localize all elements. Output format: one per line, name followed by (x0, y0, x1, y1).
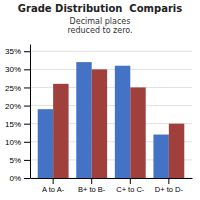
plot: 0% 5% 10% 15% 20% 25% 30% 35% A to A- B+ to B- C+ … (5, 45, 193, 195)
grid-line (30, 51, 192, 52)
y-tick: 15% (5, 120, 30, 129)
y-tick-label: 15% (5, 120, 21, 129)
y-tick-mark (24, 142, 30, 143)
x-tick: B+ to B- (78, 178, 106, 194)
bar (115, 66, 130, 178)
x-tick-label: C+ to C- (116, 185, 145, 194)
annotation-line: reduced to zero. (67, 26, 132, 35)
y-tick-mark (24, 51, 30, 52)
bar (92, 69, 107, 178)
bar (76, 62, 91, 178)
grid-line (30, 69, 192, 70)
bar (38, 109, 53, 178)
bar (169, 124, 184, 178)
y-tick: 20% (5, 102, 30, 111)
y-tick-label: 30% (5, 65, 21, 74)
x-tick: C+ to C- (116, 178, 145, 194)
x-tick: A to A- (42, 178, 65, 194)
y-tick-mark (24, 160, 30, 161)
y-axis: 0% 5% 10% 15% 20% 25% 30% 35% (5, 45, 31, 184)
title: Grade Distribution Comparis (18, 3, 182, 14)
y-tick-label: 0% (9, 174, 21, 183)
chart: Grade Distribution Comparis Decimal place… (0, 0, 200, 200)
bar (53, 84, 68, 178)
x-axis: A to A- B+ to B- C+ to C- D+ to D- (31, 178, 193, 194)
grid (30, 51, 192, 178)
bar (153, 135, 168, 178)
y-tick-label: 35% (5, 47, 21, 56)
series (53, 69, 184, 178)
y-tick-mark (24, 178, 30, 179)
x-tick: D+ to D- (155, 178, 184, 194)
x-tick-label: D+ to D- (155, 185, 184, 194)
y-tick: 25% (5, 84, 30, 93)
bar (130, 87, 145, 178)
x-tick-mark (130, 178, 131, 184)
y-tick: 10% (5, 138, 30, 147)
y-tick: 35% (5, 47, 30, 56)
annotation-line: Decimal places (70, 17, 131, 26)
y-tick-label: 25% (5, 84, 21, 93)
y-tick: 30% (5, 65, 30, 74)
y-tick-mark (24, 69, 30, 70)
y-tick-label: 20% (5, 102, 21, 111)
y-tick-label: 5% (9, 156, 21, 165)
y-tick-mark (24, 106, 30, 107)
y-tick-mark (24, 124, 30, 125)
x-axis-line (31, 178, 193, 179)
series (38, 62, 169, 178)
y-tick: 0% (9, 174, 30, 183)
x-tick-mark (53, 178, 54, 184)
x-tick-mark (168, 178, 169, 184)
x-tick-label: B+ to B- (78, 185, 106, 194)
annotation: Decimal placesreduced to zero. (67, 17, 132, 35)
x-tick-label: A to A- (42, 185, 65, 194)
y-tick: 5% (9, 156, 30, 165)
y-axis-line (30, 45, 31, 179)
y-tick-label: 10% (5, 138, 21, 147)
bars (38, 62, 185, 178)
x-tick-mark (91, 178, 92, 184)
y-tick-mark (24, 87, 30, 88)
